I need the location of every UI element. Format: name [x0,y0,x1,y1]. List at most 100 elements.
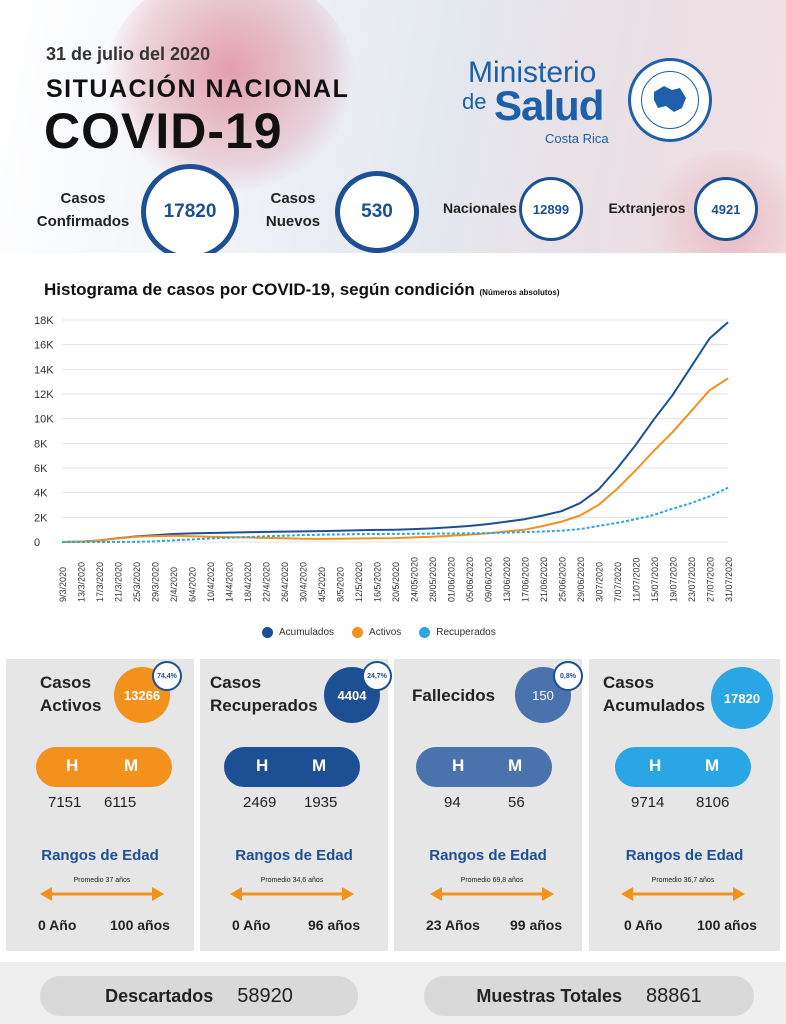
y-tick-label: 0 [34,537,40,549]
age-average: Promedio 37 años [73,877,131,884]
age-arrow: Promedio 37 años [40,877,164,909]
panel-value: 4404 [337,687,367,703]
x-tick-label: 27/07/2020 [706,557,716,602]
gender-pill: H M [36,747,172,787]
y-tick-label: 2K [34,512,48,524]
extranjeros-circle: 4921 [694,177,758,241]
double-arrow-icon [621,887,745,901]
male-value: 94 [444,794,461,811]
value-circle: 17820 [711,667,773,729]
percent-badge: 0,8% [553,661,583,691]
muestras-value: 88861 [646,984,702,1007]
double-arrow-icon [40,887,164,901]
age-arrow: Promedio 69,8 años [430,877,554,909]
male-value: 9714 [631,794,665,811]
legend-item-activos: Activos [352,627,401,638]
panel-recuperados: Casos Recuperados 4404 24,7% H M 2469 19… [200,659,392,951]
legend-item-recuperados: Recuperados [419,627,496,638]
logo-line2-main: Salud [494,82,604,129]
chart-title: Histograma de casos por COVID-19, según … [44,280,560,300]
gender-pill: H M [416,747,552,787]
age-min: 0 Año [624,917,663,933]
age-min: 0 Año [232,917,271,933]
x-tick-label: 9/3/2020 [58,567,68,602]
female-label: M [312,756,327,775]
x-tick-label: 8/5/2020 [336,567,346,602]
panel-percent: 74,4% [157,672,177,680]
panel-percent: 24,7% [367,672,387,680]
panel-title: Casos Activos [40,671,101,717]
panel-title-line2: Activos [40,696,102,715]
double-arrow-icon [430,887,554,901]
legend-label-recuperados: Recuperados [436,627,496,638]
x-tick-label: 19/07/2020 [669,557,679,602]
extranjeros-label: Extranjeros [608,200,686,216]
x-tick-label: 2/4/2020 [169,567,179,602]
age-max: 100 años [110,917,170,933]
x-tick-label: 16/5/2020 [373,562,383,602]
female-value: 6115 [104,794,137,811]
gender-pill: H M [615,747,751,787]
x-tick-label: 29/3/2020 [151,562,161,602]
nacionales-value: 12899 [532,201,570,217]
nuevos-label: Casos Nuevos [256,187,330,233]
y-tick-label: 14K [34,364,54,376]
age-average: Promedio 69,8 años [460,877,524,884]
nuevos-circle: 530 [335,171,419,253]
x-tick-label: 4/5/2020 [317,567,327,602]
age-arrow: Promedio 34,6 años [230,877,354,909]
virus-illustration [105,0,355,190]
x-tick-label: 01/06/2020 [447,557,457,602]
y-tick-label: 18K [34,315,54,327]
descartados-value: 58920 [237,984,293,1007]
age-min: 0 Año [38,917,77,933]
series-line-recuperados [62,486,729,543]
x-tick-label: 7/07/2020 [613,562,623,602]
x-tick-label: 29/06/2020 [576,557,586,602]
percent-badge: 74,4% [152,661,182,691]
muestras-label: Muestras Totales [476,985,623,1006]
confirmados-label-line2: Confirmados [36,213,130,230]
x-tick-label: 05/06/2020 [465,557,475,602]
confirmados-label-line1: Casos [60,190,106,207]
panel-title-line1: Casos [210,673,262,692]
panel-value: 150 [532,687,554,703]
x-tick-label: 21/3/2020 [114,562,124,602]
x-tick-label: 31/07/2020 [724,557,734,602]
x-tick-label: 10/4/2020 [206,562,216,602]
male-value: 7151 [48,794,82,811]
nuevos-label-line2: Nuevos [265,213,321,230]
panel-title-line1: Casos [603,673,655,692]
confirmados-label: Casos Confirmados [30,187,136,233]
legend-dot-recuperados [419,627,431,638]
panel-title-line1: Fallecidos [412,686,496,705]
x-tick-label: 25/06/2020 [558,557,568,602]
panel-title: Fallecidos [412,684,495,707]
female-value: 56 [508,794,525,811]
x-tick-label: 13/06/2020 [502,557,512,602]
chart-title-main: Histograma de casos por COVID-19, según … [44,280,475,299]
age-range-label: Rangos de Edad [429,847,547,864]
age-range-label: Rangos de Edad [41,847,159,864]
panel-title-line2: Recuperados [210,696,318,715]
x-tick-label: 12/5/2020 [354,562,364,602]
x-tick-label: 20/5/2020 [391,562,401,602]
age-average: Promedio 34,6 años [260,877,324,884]
nuevos-value: 530 [361,201,393,222]
report-date: 31 de julio del 2020 [46,44,211,64]
male-label: H [452,756,465,775]
muestras-pill: Muestras Totales 88861 [424,976,754,1016]
logo-line3: Costa Rica [545,131,609,146]
logo-line2-prefix: de [462,89,487,114]
legend-label-activos: Activos [369,627,402,638]
age-min: 23 Años [426,917,480,933]
legend-dot-activos [352,627,364,638]
chart-legend: Acumulados Activos Recuperados [262,627,496,638]
y-tick-label: 10K [34,414,54,426]
nacionales-circle: 12899 [519,177,583,241]
y-tick-label: 12K [34,389,54,401]
y-tick-label: 16K [34,340,54,352]
legend-label-acumulados: Acumulados [279,627,335,638]
nuevos-label-line1: Casos [270,190,316,207]
x-tick-label: 17/3/2020 [95,562,105,602]
